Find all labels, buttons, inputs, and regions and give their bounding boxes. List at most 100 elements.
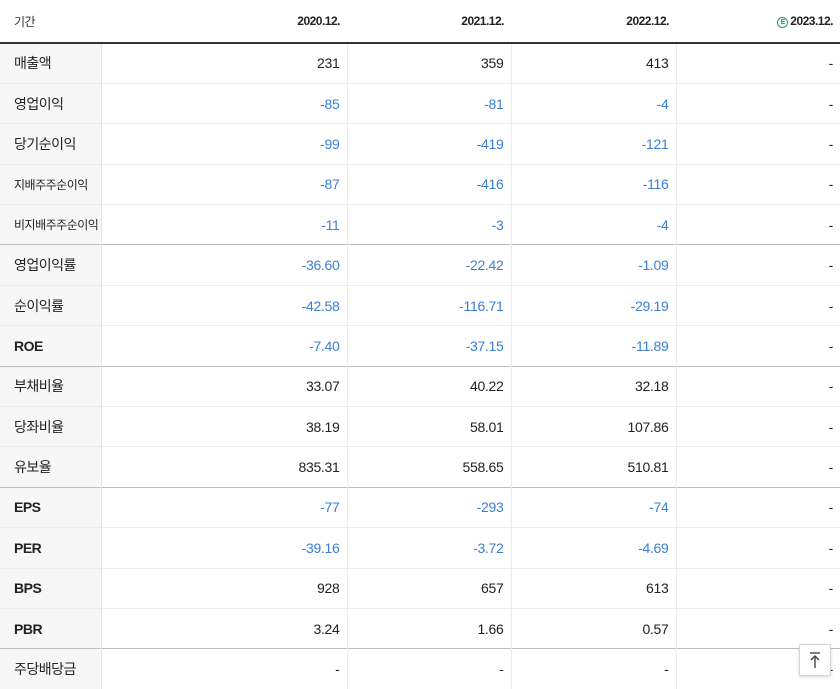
value-cell: -29.19 [511,284,677,326]
table-row: 당기순이익 -99 -419 -121- [0,123,840,165]
table-row: ROE -7.40 -37.15 -11.89- [0,325,840,367]
row-label: 매출액 [0,42,102,84]
value-cell: -7.40 [101,325,348,367]
value-cell: - [676,204,840,245]
value-cell: -81 [347,82,512,124]
table-row: 주당배당금---- [0,648,840,689]
value-cell: - [676,527,840,569]
value-cell: -42.58 [101,284,348,326]
value-cell: 1.66 [347,607,512,649]
row-label: 주당배당금 [0,648,102,689]
value-cell: - [676,244,840,286]
table-row: 유보율 835.31 558.65 510.81- [0,446,840,488]
row-label: 부채비율 [0,365,102,407]
period-2020: 2020.12. [101,0,347,44]
value-cell: 510.81 [511,446,677,488]
value-cell: 613 [511,567,677,609]
row-label: 유보율 [0,446,102,488]
value-cell: 558.65 [347,446,512,488]
row-label: 비지배주주순이익 [0,204,102,245]
value-cell: -4 [511,204,677,245]
value-cell: - [676,163,840,205]
value-cell: -121 [511,123,677,165]
value-cell: -87 [101,163,348,205]
value-cell: 33.07 [101,365,348,407]
table-row: PER -39.16 -3.72 -4.69- [0,527,840,569]
row-label: EPS [0,486,102,528]
value-cell: -116.71 [347,284,512,326]
value-cell: 413 [511,42,677,84]
row-label: 순이익률 [0,284,102,326]
value-cell: -293 [347,486,512,528]
row-label: 영업이익률 [0,244,102,286]
period-2022: 2022.12. [511,0,676,44]
table-row: BPS 928 657 613- [0,567,840,609]
value-cell: - [676,446,840,488]
row-label: 당좌비율 [0,406,102,447]
table-row: 영업이익 -85 -81 -4- [0,82,840,124]
value-cell: -11 [101,204,348,245]
value-cell: 38.19 [101,406,348,447]
value-cell: -419 [347,123,512,165]
value-cell: - [676,365,840,407]
value-cell: -77 [101,486,348,528]
value-cell: 928 [101,567,348,609]
table-row: EPS -77 -293 -74- [0,486,840,528]
period-2021: 2021.12. [347,0,511,44]
value-cell: - [676,325,840,367]
value-cell: 32.18 [511,365,677,407]
row-label: 당기순이익 [0,123,102,165]
table-row: 부채비율 33.07 40.22 32.18- [0,365,840,407]
value-cell: -116 [511,163,677,205]
value-cell: 40.22 [347,365,512,407]
value-cell: -36.60 [101,244,348,286]
value-cell: -416 [347,163,512,205]
arrow-up-icon [810,652,820,668]
value-cell: 835.31 [101,446,348,488]
row-label: BPS [0,567,102,609]
table-body: 매출액 231 359 413- 영업이익 -85 -81 -4- 당기순이익 -99 -419 -1… [0,42,840,689]
value-cell: -99 [101,123,348,165]
value-cell: -3 [347,204,512,245]
value-cell: -3.72 [347,527,512,569]
period-2023-label: 2023.12. [790,14,833,28]
table-row: 당좌비율 38.19 58.01 107.86- [0,406,840,447]
value-cell: - [676,567,840,609]
value-cell: -22.42 [347,244,512,286]
estimate-badge-icon: E [777,17,789,28]
value-cell: -85 [101,82,348,124]
row-label: 지배주주순이익 [0,163,102,205]
value-cell: - [676,607,840,649]
value-cell: 657 [347,567,512,609]
value-cell: 231 [101,42,348,84]
value-cell: -4 [511,82,677,124]
table-row: 비지배주주순이익 -11 -3 -4- [0,204,840,245]
value-cell: -39.16 [101,527,348,569]
row-label: PER [0,527,102,569]
value-cell: - [101,648,348,689]
period-header-label: 기간 [0,0,101,44]
table-row: 영업이익률 -36.60 -22.42 -1.09- [0,244,840,286]
value-cell: -4.69 [511,527,677,569]
value-cell: - [511,648,677,689]
value-cell: 107.86 [511,406,677,447]
header-row: 기간 2020.12. 2021.12. 2022.12. E 2023.12. [0,0,840,44]
row-label: PBR [0,607,102,649]
table-row: 순이익률 -42.58 -116.71 -29.19- [0,284,840,326]
table-row: 지배주주순이익 -87 -416 -116- [0,163,840,205]
value-cell: - [676,284,840,326]
value-cell: - [676,82,840,124]
value-cell: - [347,648,512,689]
period-2023-estimate: E 2023.12. [676,0,840,44]
value-cell: -37.15 [347,325,512,367]
value-cell: 359 [347,42,512,84]
value-cell: - [676,406,840,447]
value-cell: -11.89 [511,325,677,367]
scroll-top-button[interactable] [799,644,831,676]
value-cell: - [676,486,840,528]
table-row: 매출액 231 359 413- [0,42,840,84]
value-cell: 3.24 [101,607,348,649]
row-label: 영업이익 [0,82,102,124]
value-cell: 58.01 [347,406,512,447]
